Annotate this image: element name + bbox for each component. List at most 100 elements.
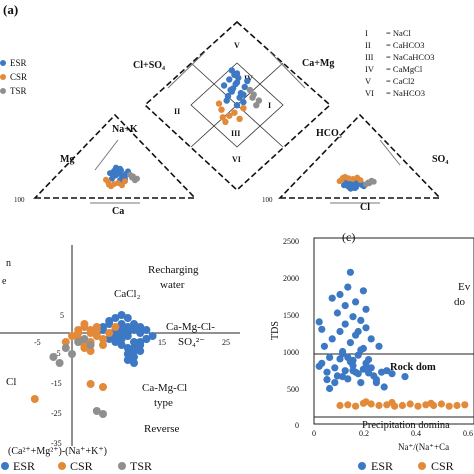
class-text-4: = CaMgCl bbox=[386, 64, 423, 74]
ion-point-csr bbox=[92, 332, 101, 340]
label-so4: SO₄ bbox=[432, 154, 448, 165]
ion-point-tsr bbox=[55, 359, 64, 367]
ion-point-esr bbox=[99, 326, 107, 334]
ion-point-tsr bbox=[68, 350, 76, 358]
region-v: V bbox=[234, 41, 240, 50]
gibbs-point-esr bbox=[372, 379, 380, 387]
c-legend-marker-csr bbox=[418, 462, 426, 470]
ion-point-tsr bbox=[61, 344, 70, 352]
ion-point-esr bbox=[130, 353, 138, 361]
ion-point-csr bbox=[99, 335, 107, 343]
tick-b-x-neg5: -5 bbox=[34, 338, 41, 347]
panel-b-x-label: (Ca²⁺+Mg²⁺)-(Na⁺+K⁺) bbox=[8, 446, 107, 457]
ion-point-csr bbox=[99, 341, 107, 349]
label-b-topleft-1: n bbox=[6, 258, 11, 269]
ion-point-csr bbox=[68, 332, 76, 340]
gibbs-point-esr bbox=[326, 353, 334, 361]
piper-point-csr bbox=[218, 106, 225, 113]
gibbs-point-esr bbox=[357, 316, 365, 324]
ion-point-esr bbox=[105, 335, 114, 343]
cation-point-csr bbox=[106, 181, 112, 188]
label-camgcl-so4-2: SO₄²⁻ bbox=[178, 336, 205, 348]
ion-point-csr bbox=[92, 323, 101, 331]
ion-point-esr bbox=[117, 341, 126, 349]
class-num-4: IV bbox=[365, 64, 375, 74]
ion-point-esr bbox=[130, 359, 138, 367]
ion-point-csr bbox=[105, 329, 114, 337]
class-text-5: = CaCl2 bbox=[386, 76, 415, 86]
label-type: type bbox=[154, 397, 173, 409]
gibbs-point-esr bbox=[344, 283, 352, 291]
ion-point-esr bbox=[142, 335, 151, 343]
ion-point-esr bbox=[123, 332, 132, 340]
b-legend-marker-csr bbox=[58, 462, 66, 470]
gibbs-point-csr bbox=[352, 402, 360, 410]
piper-point-tsr bbox=[255, 97, 263, 104]
ion-point-esr bbox=[130, 320, 138, 328]
tick-b-y-neg15: -15 bbox=[51, 379, 62, 388]
annot-rock: Rock dom bbox=[390, 362, 436, 373]
panel-c-x-label: Na⁺/(Na⁺+Ca bbox=[398, 442, 449, 452]
ion-point-esr bbox=[130, 326, 138, 334]
piper-point-esr bbox=[244, 77, 251, 85]
label-b-topleft-2: e bbox=[2, 276, 7, 287]
gibbs-point-csr bbox=[406, 400, 414, 408]
panel-c-y-label: TDS bbox=[270, 321, 281, 340]
tick-b-x-25: 25 bbox=[222, 338, 230, 347]
ion-point-csr bbox=[74, 329, 83, 337]
tick-c-y-1500: 1500 bbox=[283, 311, 299, 320]
piper-point-csr bbox=[240, 105, 247, 112]
annot-precip: Precipitation domina bbox=[362, 420, 450, 431]
piper-point-tsr bbox=[250, 91, 257, 98]
b-legend-label-esr: ESR bbox=[13, 459, 35, 473]
c-legend-label-csr: CSR bbox=[431, 459, 454, 473]
piper-point-esr bbox=[224, 92, 232, 100]
piper-diamond bbox=[143, 20, 332, 192]
gibbs-point-csr bbox=[362, 398, 370, 406]
tick-b-x-15: 15 bbox=[158, 338, 166, 347]
gibbs-point-csr bbox=[388, 398, 396, 407]
gibbs-point-esr bbox=[388, 370, 396, 378]
gibbs-point-esr bbox=[315, 318, 323, 326]
anion-point-esr bbox=[347, 180, 354, 187]
gibbs-point-esr bbox=[320, 342, 328, 350]
gibbs-point-esr bbox=[318, 325, 326, 333]
tick-c-y-2000: 2000 bbox=[283, 274, 299, 283]
ion-point-esr bbox=[136, 338, 145, 346]
gibbs-point-esr bbox=[367, 364, 375, 372]
gibbs-point-esr bbox=[323, 368, 331, 376]
panel-a: (a) ESR CSR TSR I = NaCl II = CaHCO3 III… bbox=[0, 2, 448, 217]
arrow-ca-mg bbox=[269, 51, 306, 89]
label-camgcl-so4-1: Ca-Mg-Cl- bbox=[166, 321, 215, 333]
label-reverse: Reverse bbox=[144, 423, 180, 435]
b-legend-marker-esr bbox=[1, 462, 9, 470]
class-text-3: = NaCaHCO3 bbox=[386, 52, 434, 62]
gibbs-point-esr bbox=[352, 298, 360, 306]
b-legend-label-csr: CSR bbox=[70, 459, 93, 473]
gibbs-point-esr bbox=[326, 384, 334, 393]
piper-point-esr bbox=[228, 67, 235, 74]
gibbs-point-esr bbox=[344, 353, 352, 361]
gibbs-point-esr bbox=[339, 373, 347, 381]
gibbs-point-esr bbox=[339, 347, 347, 356]
gibbs-point-esr bbox=[341, 320, 349, 328]
gibbs-point-esr bbox=[346, 268, 354, 276]
gibbs-point-csr bbox=[375, 401, 383, 410]
ion-point-csr bbox=[86, 380, 95, 388]
ion-point-tsr bbox=[86, 341, 95, 349]
label-cl: Cl bbox=[360, 202, 370, 213]
panel-c-label: (c) bbox=[342, 230, 355, 244]
panel-c: (c) TDS 2500 2000 1500 1000 500 0 0 0.2 … bbox=[270, 230, 474, 473]
piper-points bbox=[103, 67, 377, 192]
ion-point-csr bbox=[30, 395, 39, 403]
tick-b-y-5: 5 bbox=[60, 311, 64, 320]
region-iii: III bbox=[231, 129, 240, 138]
gibbs-point-esr bbox=[375, 342, 383, 350]
tick-c-x-0.6: 0.6 bbox=[463, 429, 473, 438]
ion-point-esr bbox=[123, 356, 132, 364]
piper-point-esr bbox=[241, 83, 248, 91]
arrow-cl-so4 bbox=[167, 51, 206, 89]
gibbs-point-csr bbox=[344, 401, 352, 409]
ion-point-csr bbox=[86, 326, 95, 334]
gibbs-point-csr bbox=[398, 401, 406, 410]
